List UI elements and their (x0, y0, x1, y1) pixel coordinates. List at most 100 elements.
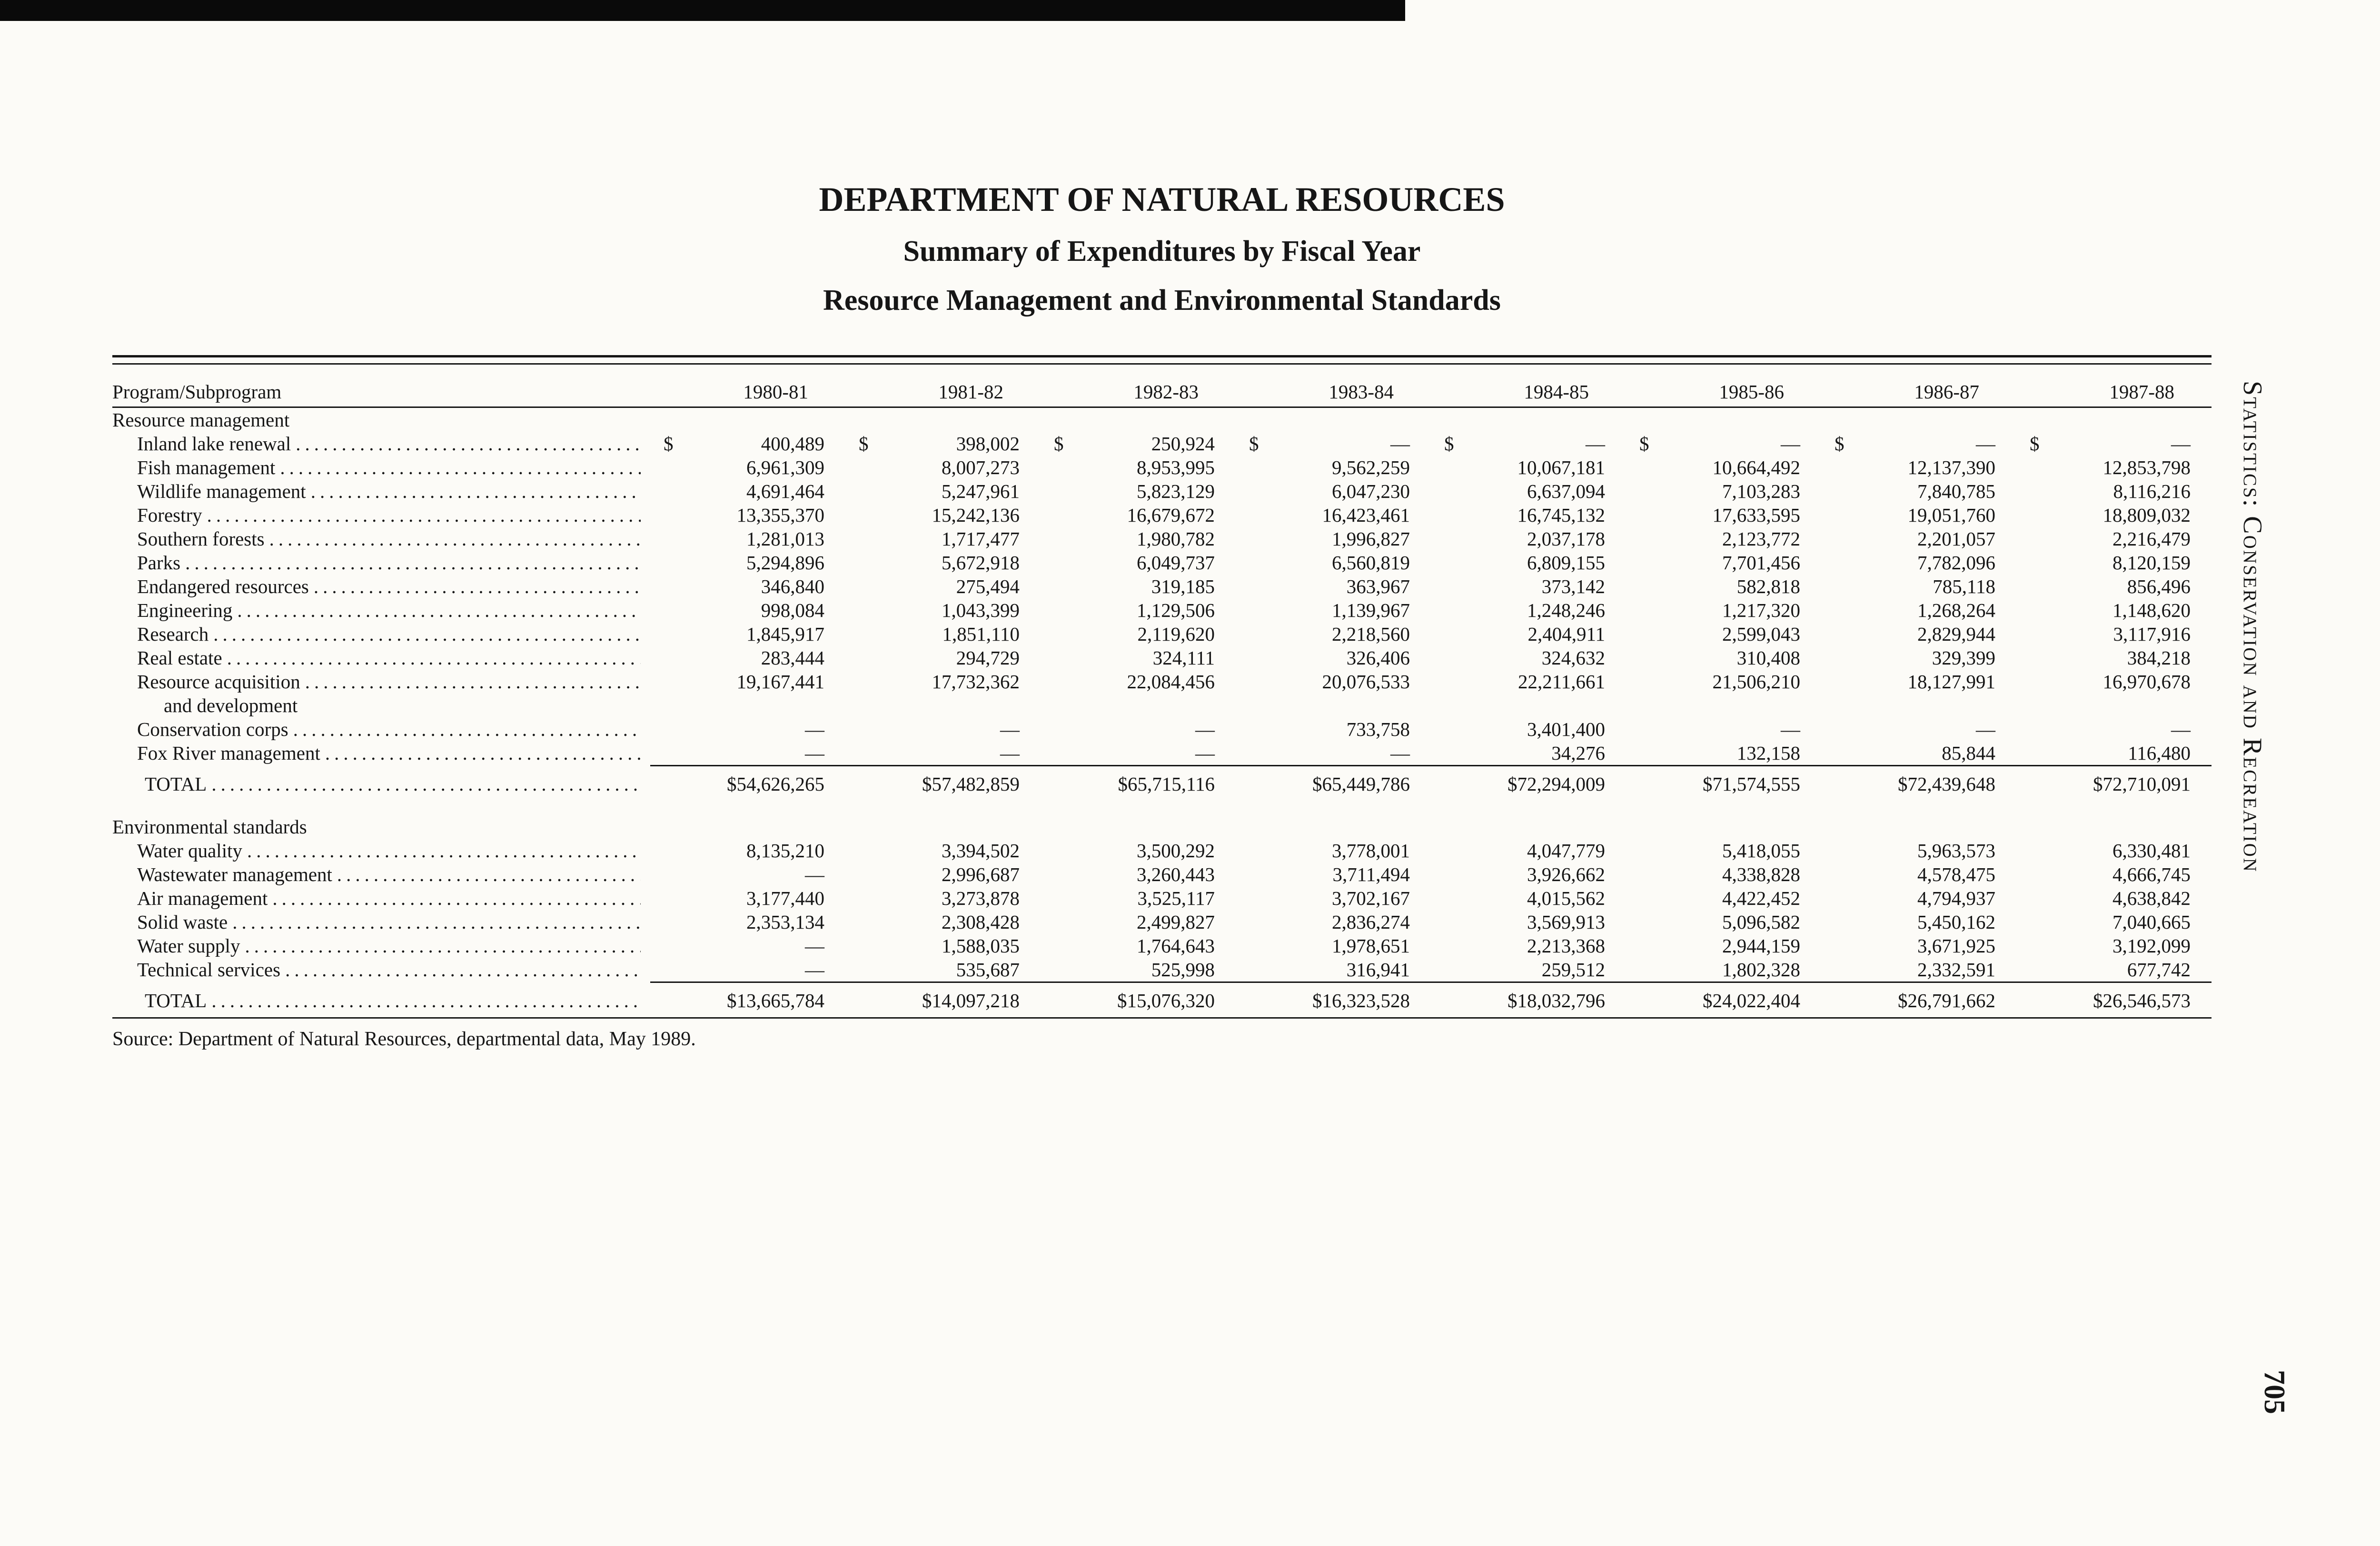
row-label: Endangered resources (137, 575, 309, 597)
total-value: $26,791,662 (1898, 990, 1995, 1011)
dot-leader (280, 456, 641, 479)
cell-value: 13,355,370 (736, 504, 825, 526)
cell-value: 5,823,129 (1137, 480, 1215, 502)
cell-value: 15,242,136 (932, 504, 1020, 526)
cell-value: 294,729 (956, 647, 1020, 669)
scan-artifact-bar (0, 0, 1405, 21)
row-label-cell: Wastewater management (112, 862, 650, 886)
table-row: Forestry 13,355,370 15,242,136 16,679,672 16… (112, 503, 2211, 527)
cell-amount: — (1586, 433, 1605, 455)
row-label: Resource acquisition (137, 671, 300, 693)
row-label-cell: Wildlife management (112, 479, 650, 503)
cell-value: 582,818 (1736, 575, 1800, 597)
row-label: Wildlife management (137, 480, 306, 502)
cell-value: 1,268,264 (1917, 599, 1995, 621)
cell-value: 16,423,461 (1322, 504, 1410, 526)
cell-value: 12,853,798 (2102, 456, 2191, 478)
cell-value: 384,218 (2127, 647, 2191, 669)
table-row: Technical services — 535,687 525,998 316,941… (112, 958, 2211, 981)
dot-leader (285, 958, 641, 981)
dot-leader (227, 646, 641, 670)
cell-value: $398,002 (845, 432, 1041, 456)
cell-value: 1,764,643 (1137, 935, 1215, 957)
cell-value: 1,978,651 (1332, 935, 1410, 957)
table-row: Solid waste 2,353,134 2,308,428 2,499,827 2,… (112, 910, 2211, 934)
dot-leader (293, 717, 641, 741)
row-label: Technical services (137, 959, 281, 981)
row-label-continuation: and development (164, 694, 298, 716)
total-label: TOTAL (145, 990, 207, 1011)
sidebar-vertical-text: Statistics: Conservation and Recreation (2238, 381, 2267, 873)
cell-value: 4,015,562 (1527, 887, 1605, 909)
cell-amount: 398,002 (956, 433, 1020, 455)
row-label-cell: Inland lake renewal (112, 432, 650, 456)
cell-value: 17,732,362 (932, 671, 1020, 693)
year-column-header: 1981-82 (938, 381, 1003, 403)
cell-value: 7,782,096 (1917, 552, 1995, 574)
total-value: $14,097,218 (922, 990, 1020, 1011)
dollar-sign: $ (1639, 433, 1649, 455)
cell-value: 9,562,259 (1332, 456, 1410, 478)
cell-value: 2,201,057 (1917, 528, 1995, 550)
cell-value: — (1000, 742, 1020, 764)
cell-value: — (805, 935, 824, 957)
cell-value: 21,506,210 (1712, 671, 1801, 693)
cell-value: 3,500,292 (1137, 840, 1215, 862)
cell-value: 3,192,099 (2112, 935, 2191, 957)
total-row: TOTAL $54,626,265 $57,482,859 $65,715,116 $6… (112, 772, 2211, 796)
section-header: Environmental standards (112, 816, 307, 838)
cell-value: 8,116,216 (2113, 480, 2191, 502)
table-row: Wastewater management — 2,996,687 3,260,443… (112, 862, 2211, 886)
cell-value: 1,980,782 (1137, 528, 1215, 550)
cell-value: — (805, 718, 824, 740)
cell-value: — (1000, 718, 1020, 740)
cell-value: 5,096,582 (1722, 911, 1800, 933)
cell-value: 2,944,159 (1722, 935, 1800, 957)
cell-value: 2,123,772 (1722, 528, 1800, 550)
cell-value: 259,512 (1541, 959, 1605, 981)
page-subtitle-1: Summary of Expenditures by Fiscal Year (903, 235, 1421, 268)
cell-value: 19,051,760 (1907, 504, 1996, 526)
cell-value: 20,076,533 (1322, 671, 1410, 693)
cell-value: 525,998 (1151, 959, 1215, 981)
cell-value: 3,525,117 (1137, 887, 1215, 909)
cell-amount: — (1781, 433, 1800, 455)
row-label: Solid waste (137, 911, 228, 933)
page-headings: DEPARTMENT OF NATURAL RESOURCES Summary … (112, 180, 2211, 317)
row-label-cell: Engineering (112, 598, 650, 622)
cell-value: 16,745,132 (1517, 504, 1606, 526)
cell-amount: — (1390, 433, 1410, 455)
cell-value: — (805, 742, 824, 764)
cell-value: 3,177,440 (746, 887, 824, 909)
table-bottom-rule (112, 1017, 2211, 1019)
cell-value: $ — (2016, 432, 2211, 456)
cell-value: 346,840 (761, 575, 824, 597)
cell-value: 785,118 (1933, 575, 1995, 597)
row-label: Forestry (137, 504, 202, 526)
dot-leader (185, 551, 641, 575)
cell-value: $ — (1626, 432, 1821, 456)
cell-value: 1,851,110 (942, 623, 1020, 645)
dot-leader (296, 432, 641, 456)
row-label-cell: Endangered resources (112, 575, 650, 598)
cell-value: 2,499,827 (1137, 911, 1215, 933)
cell-value: 3,711,494 (1332, 863, 1410, 885)
cell-value: $ — (1431, 432, 1626, 456)
cell-value: 4,666,745 (2112, 863, 2191, 885)
cell-amount: 250,924 (1151, 433, 1215, 455)
table-row: Water supply — 1,588,035 1,764,643 1,978,651… (112, 934, 2211, 958)
total-value: $13,665,784 (727, 990, 824, 1011)
cell-amount: — (1976, 433, 1995, 455)
year-column-header: 1980-81 (743, 381, 808, 403)
cell-value: 7,040,665 (2112, 911, 2191, 933)
total-value: $65,449,786 (1312, 773, 1410, 795)
year-column-header: 1982-83 (1133, 381, 1199, 403)
cell-value: — (2171, 718, 2191, 740)
cell-value: 2,119,620 (1137, 623, 1215, 645)
row-label-cell: Southern forests (112, 527, 650, 551)
table-row: Conservation corps — — — 733,758 3,401,400 — — — (112, 717, 2211, 741)
dot-leader (211, 989, 641, 1012)
row-label: Water supply (137, 935, 240, 957)
